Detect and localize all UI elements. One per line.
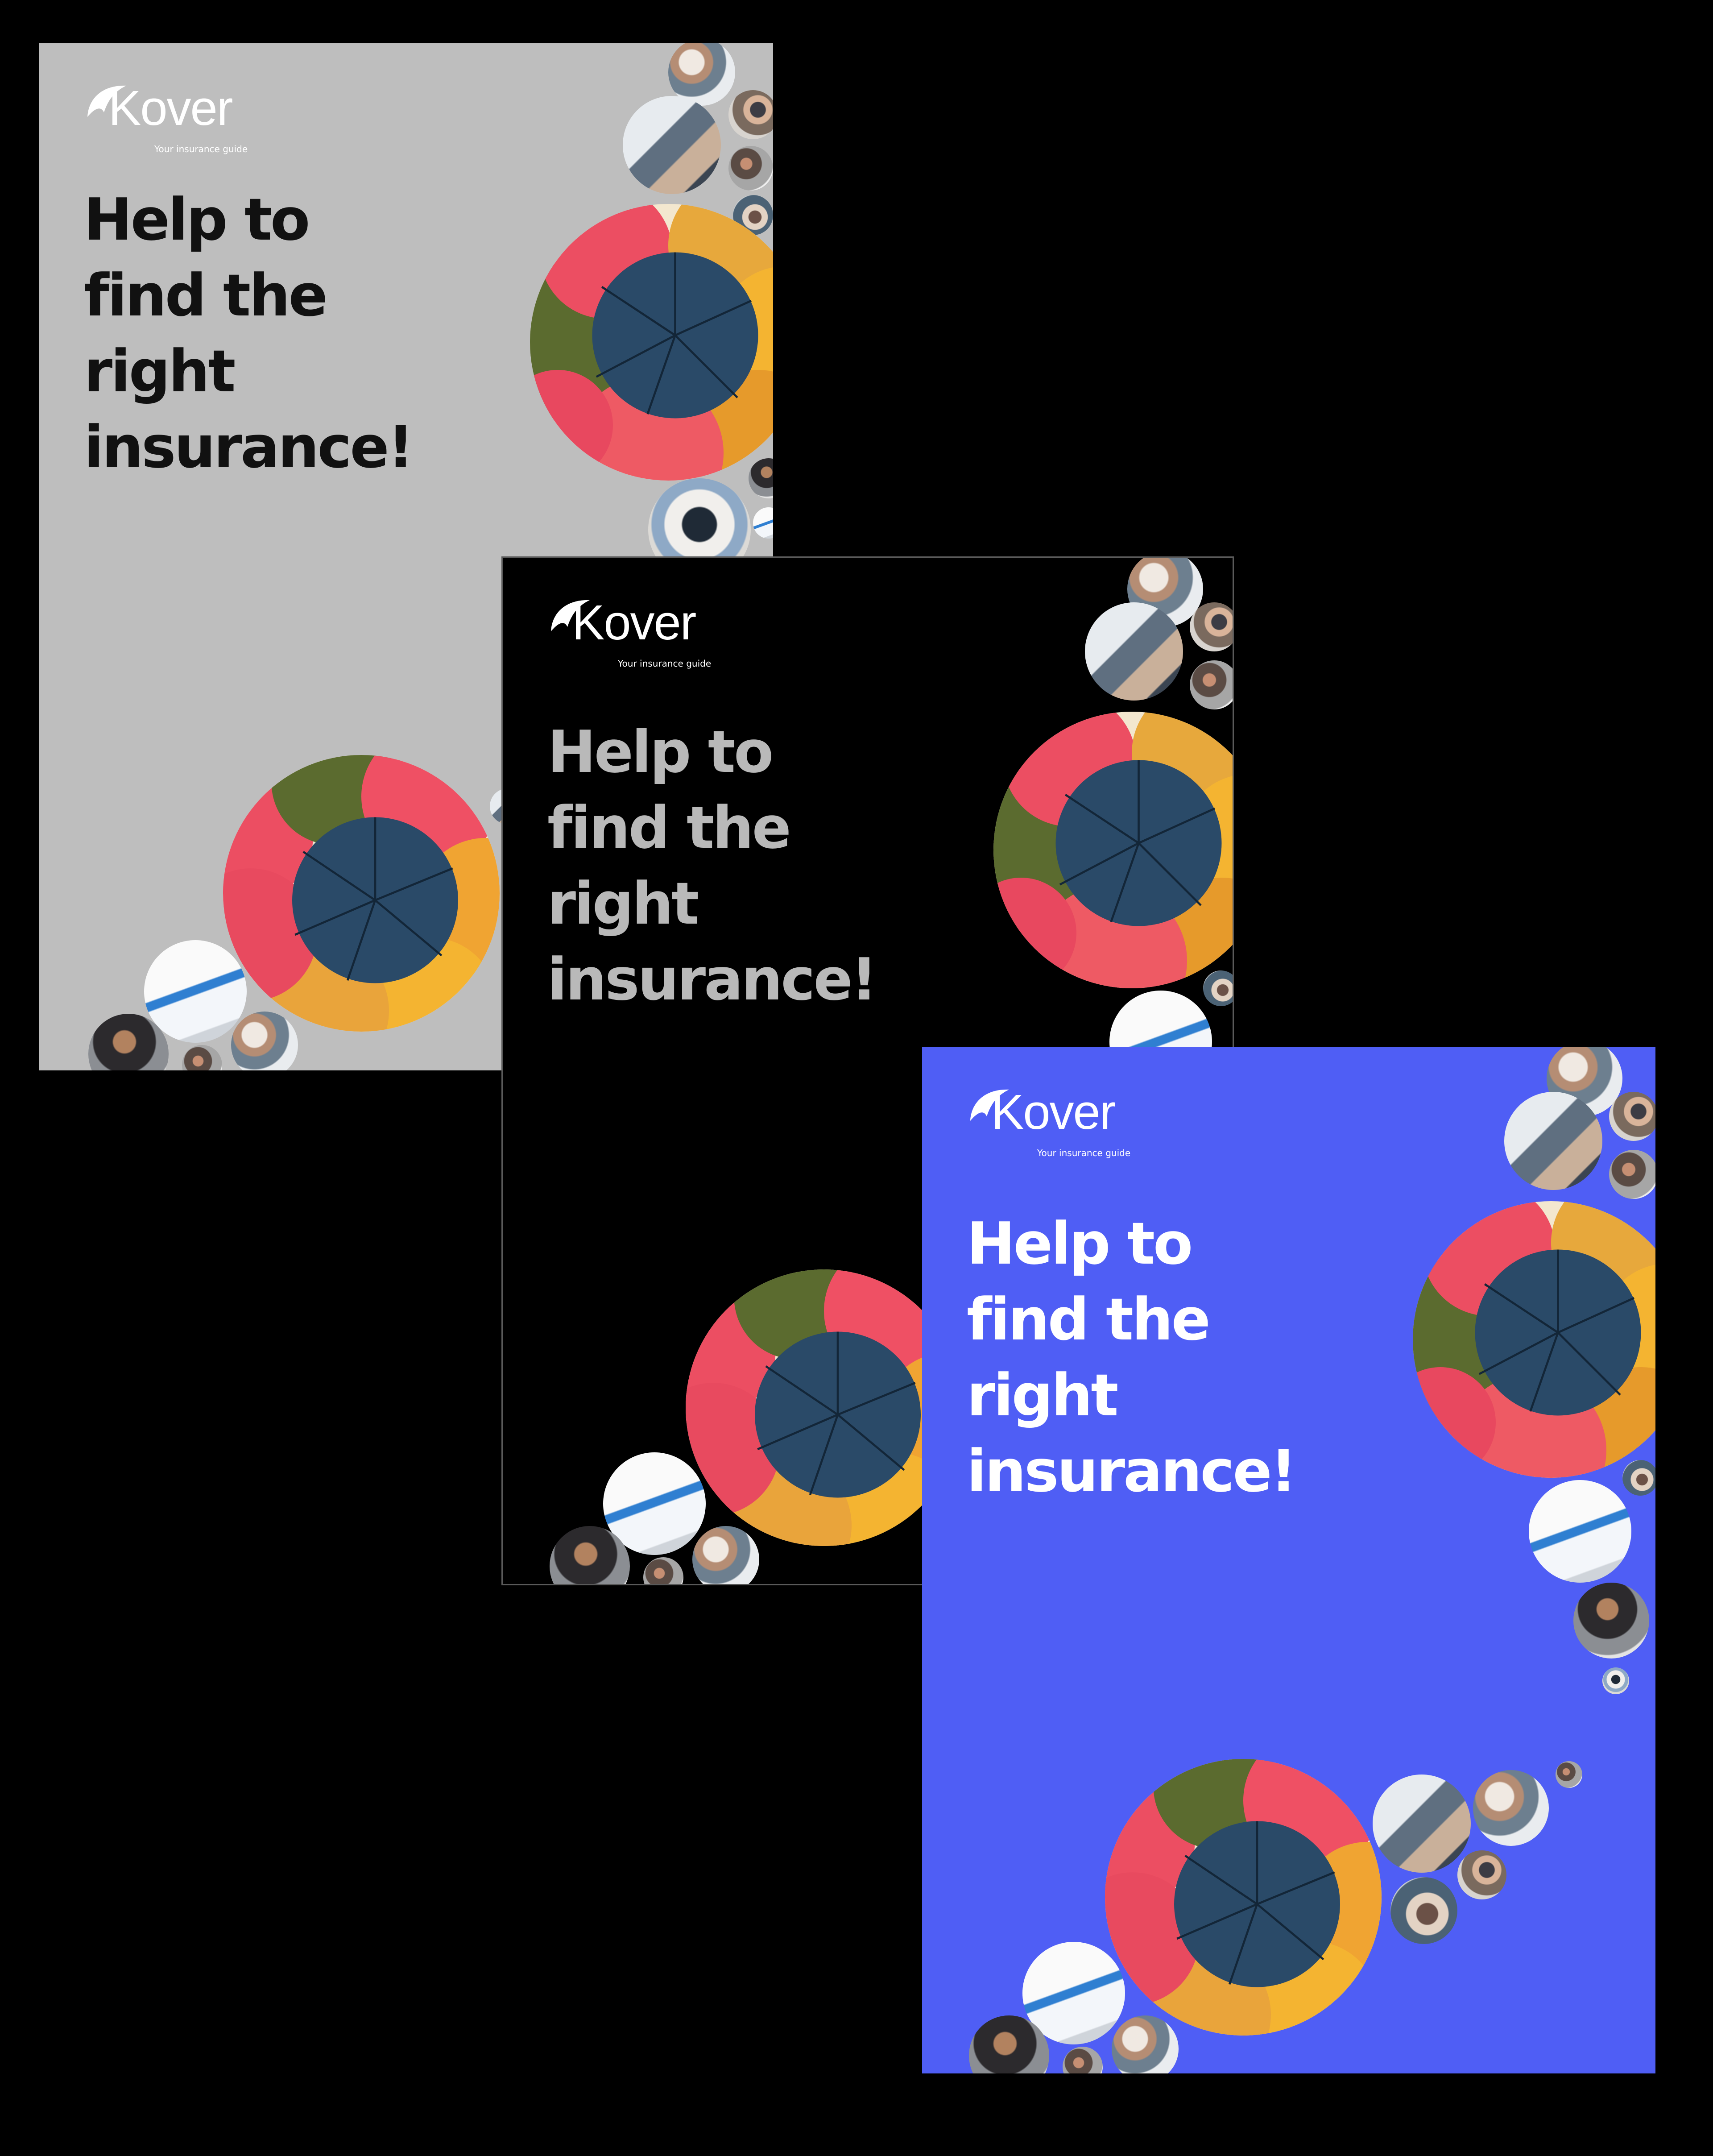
headline-line: Help to: [547, 718, 774, 786]
photo-bubble-image: [1573, 1583, 1649, 1658]
headline-line: insurance!: [967, 1437, 1297, 1505]
photo-bubble-image: [1622, 1460, 1655, 1496]
umbrella-collage-image: [686, 1269, 962, 1546]
poster-blue: Kover Your insurance guide Help to find …: [922, 1047, 1655, 2073]
poster-gray: Kover Your insurance guide Help to find …: [39, 43, 773, 1070]
umbrella-collage-image: [993, 712, 1233, 988]
photo-bubble-image: [1473, 1770, 1549, 1846]
photo-bubble-image: [182, 1045, 222, 1070]
photo-bubble-image: [1529, 1480, 1631, 1583]
headline-line: find the: [967, 1285, 1211, 1353]
photo-bubble-image: [643, 1557, 683, 1584]
logo-wordmark: Kover: [108, 81, 233, 136]
headline-line: Help to: [967, 1210, 1193, 1277]
headline: Help to find the right insurance!: [967, 1206, 1368, 1509]
photo-bubble-image: [728, 146, 773, 191]
logo-tagline: Your insurance guide: [618, 658, 712, 669]
photo-bubble-image: [753, 507, 773, 539]
umbrella-collage-image: [1413, 1201, 1655, 1478]
photo-bubble-image: [1609, 1092, 1655, 1141]
photo-bubble-image: [231, 1012, 298, 1070]
photo-bubble-image: [1203, 970, 1233, 1006]
photo-bubble-image: [1390, 1877, 1457, 1944]
kover-logo: Kover Your insurance guide: [547, 596, 726, 685]
kover-logo: Kover Your insurance guide: [967, 1085, 1145, 1174]
umbrella-collage-image: [1105, 1759, 1382, 2036]
headline-line: right: [547, 870, 699, 937]
headline-line: right: [967, 1361, 1118, 1429]
photo-bubble-image: [1063, 2047, 1103, 2073]
photo-bubble-image: [1457, 1850, 1506, 1899]
photo-bubble-image: [728, 90, 773, 139]
umbrella-collage-image: [530, 204, 773, 481]
photo-bubble-image: [1112, 2015, 1179, 2073]
photo-bubble-image: [144, 940, 247, 1043]
umbrella-collage-image: [223, 755, 500, 1032]
headline: Help to find the right insurance!: [547, 714, 949, 1017]
photo-bubble-image: [1373, 1775, 1471, 1873]
headline-line: insurance!: [84, 413, 414, 481]
headline: Help to find the right insurance!: [84, 182, 485, 485]
headline-line: find the: [84, 261, 328, 329]
headline-line: find the: [547, 794, 791, 862]
photo-bubble-image: [1085, 602, 1183, 701]
photo-bubble-image: [1556, 1761, 1582, 1788]
photo-bubble-image: [1602, 1667, 1629, 1694]
logo-tagline: Your insurance guide: [154, 144, 248, 154]
photo-bubble-image: [623, 96, 721, 194]
poster-black: Kover Your insurance guide Help to find …: [501, 556, 1234, 1585]
umbrella-logo-icon: [87, 85, 126, 117]
photo-bubble-image: [1609, 1150, 1655, 1199]
kover-logo: Kover Your insurance guide: [84, 81, 262, 170]
headline-line: right: [84, 337, 236, 405]
photo-bubble-image: [692, 1526, 759, 1584]
logo-wordmark: Kover: [572, 595, 696, 650]
photo-bubble-image: [1190, 602, 1233, 651]
logo-wordmark: Kover: [991, 1085, 1116, 1140]
photo-bubble-image: [668, 43, 735, 106]
umbrella-logo-icon: [551, 600, 590, 631]
photo-bubble-image: [1190, 660, 1233, 709]
headline-line: insurance!: [547, 945, 877, 1013]
headline-line: Help to: [84, 186, 310, 253]
photo-bubble-image: [1504, 1092, 1602, 1190]
photo-bubble-image: [603, 1452, 706, 1555]
photo-bubble-image: [1022, 1942, 1125, 2044]
logo-tagline: Your insurance guide: [1037, 1148, 1131, 1158]
photo-bubble-image: [749, 458, 773, 498]
umbrella-logo-icon: [970, 1089, 1009, 1121]
